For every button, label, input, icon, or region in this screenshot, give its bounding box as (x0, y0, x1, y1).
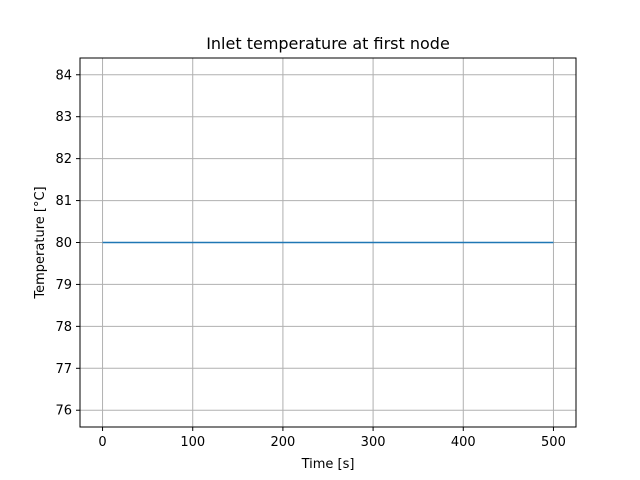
x-tick-label: 200 (270, 435, 295, 450)
y-tick-label: 77 (55, 362, 72, 377)
y-tick-label: 79 (55, 278, 72, 293)
x-tick-label: 500 (541, 435, 566, 450)
x-tick-label: 400 (451, 435, 476, 450)
plot-frame (79, 57, 577, 428)
y-tick-label: 80 (55, 236, 72, 251)
x-tick-label: 300 (361, 435, 386, 450)
chart-title: Inlet temperature at first node (206, 34, 450, 53)
y-axis-ticks: 76 77 78 79 80 81 82 83 84 (55, 68, 80, 419)
y-tick-label: 83 (55, 110, 72, 125)
y-tick-label: 76 (55, 404, 72, 419)
x-axis-ticks: 0 100 200 300 400 500 (98, 427, 566, 450)
y-tick-label: 78 (55, 320, 72, 335)
x-axis-label: Time [s] (301, 457, 355, 472)
y-tick-label: 81 (55, 194, 72, 209)
y-axis-label: Temperature [°C] (33, 186, 48, 299)
y-tick-label: 82 (55, 152, 72, 167)
x-tick-label: 100 (180, 435, 205, 450)
x-tick-label: 0 (98, 435, 106, 450)
y-tick-label: 84 (55, 68, 72, 83)
